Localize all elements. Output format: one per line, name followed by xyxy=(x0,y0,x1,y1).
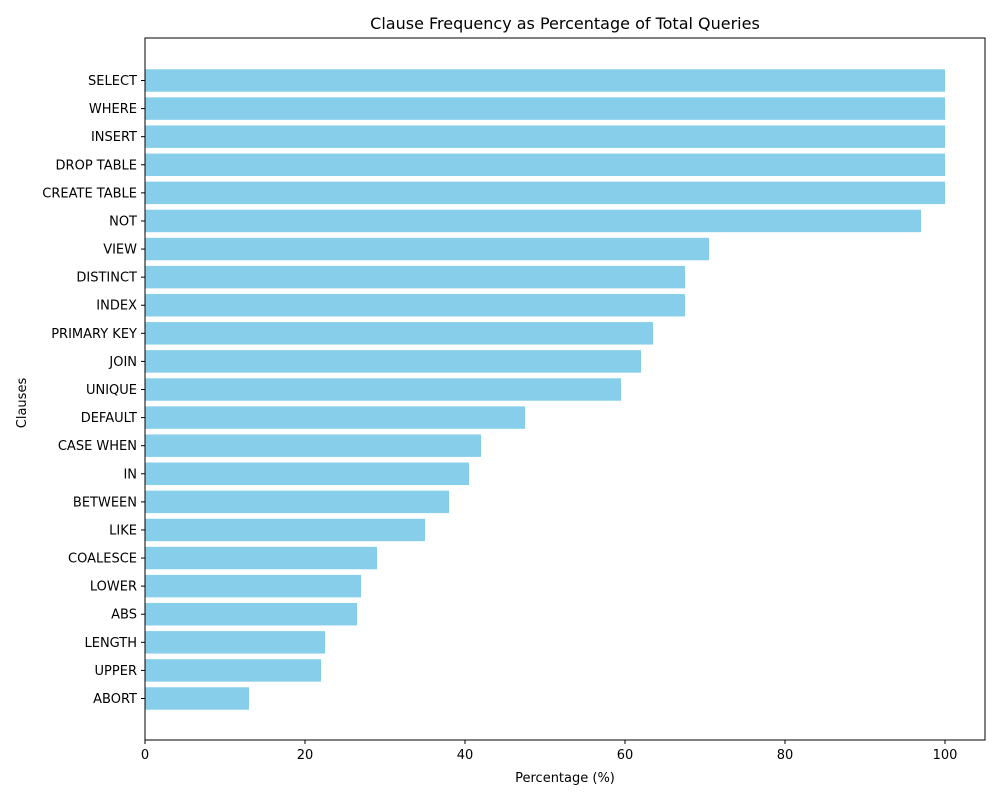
y-tick-label: ABS xyxy=(111,608,137,623)
x-tick-label: 20 xyxy=(297,748,314,763)
bar-create-table xyxy=(145,181,945,205)
bar-where xyxy=(145,97,945,120)
axes-frame xyxy=(144,37,986,741)
x-tick-label: 100 xyxy=(933,748,958,763)
y-tick-label: UNIQUE xyxy=(86,383,137,398)
x-tick-label: 80 xyxy=(777,748,794,763)
y-tick-label: UPPER xyxy=(95,664,137,679)
bar-distinct xyxy=(145,265,685,289)
y-tick-label: COALESCE xyxy=(68,552,137,567)
y-tick-label: DEFAULT xyxy=(81,411,137,426)
y-tick-label: IN xyxy=(123,467,137,482)
bar-default xyxy=(145,406,525,429)
y-tick-label: VIEW xyxy=(103,243,137,258)
bar-upper xyxy=(145,659,321,682)
y-tick-label: INSERT xyxy=(91,130,137,145)
plot-frame xyxy=(144,37,986,741)
bar-length xyxy=(145,631,325,654)
bar-not xyxy=(145,209,921,233)
y-tick-label: LENGTH xyxy=(84,636,137,651)
bar-like xyxy=(145,518,425,542)
y-tick-label: LIKE xyxy=(109,523,137,538)
bar-select xyxy=(145,69,945,92)
y-tick-label: BETWEEN xyxy=(73,495,137,510)
bars-group xyxy=(145,69,945,710)
bar-coalesce xyxy=(145,546,377,570)
bar-drop-table xyxy=(145,153,945,177)
bar-join xyxy=(145,350,641,373)
y-tick-label: LOWER xyxy=(90,580,137,595)
bar-between xyxy=(145,490,449,514)
y-axis-ticks: SELECT WHERE INSERT DROP TABLE CREATE TABLE N… xyxy=(42,74,145,707)
y-tick-label: INDEX xyxy=(96,299,137,314)
y-tick-label: DISTINCT xyxy=(76,271,137,286)
y-tick-label: NOT xyxy=(109,214,137,229)
x-tick-label: 60 xyxy=(617,748,634,763)
x-tick-label: 0 xyxy=(141,748,149,763)
bar-abs xyxy=(145,602,357,626)
bar-insert xyxy=(145,125,945,148)
y-tick-label: ABORT xyxy=(93,692,137,707)
y-tick-label: CASE WHEN xyxy=(58,439,137,454)
y-tick-label: WHERE xyxy=(89,102,137,117)
bar-abort xyxy=(145,687,249,710)
bar-primary-key xyxy=(145,322,653,345)
y-tick-label: CREATE TABLE xyxy=(42,186,137,201)
bar-in xyxy=(145,462,469,486)
y-axis-label: Clauses xyxy=(15,378,30,429)
y-tick-label: SELECT xyxy=(88,74,137,89)
x-tick-label: 40 xyxy=(457,748,474,763)
bar-unique xyxy=(145,378,621,401)
y-tick-label: PRIMARY KEY xyxy=(51,327,137,342)
y-tick-label: JOIN xyxy=(108,355,137,370)
x-axis-ticks: 0 20 40 60 80 100 xyxy=(141,740,958,763)
bar-view xyxy=(145,237,709,261)
bar-index xyxy=(145,293,685,317)
bar-lower xyxy=(145,574,361,598)
x-axis-label: Percentage (%) xyxy=(515,771,615,786)
chart-title: Clause Frequency as Percentage of Total … xyxy=(370,14,760,33)
y-tick-label: DROP TABLE xyxy=(56,158,137,173)
bar-case-when xyxy=(145,434,481,457)
